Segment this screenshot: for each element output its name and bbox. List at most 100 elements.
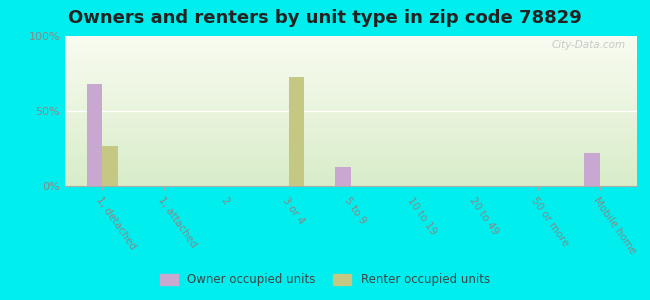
Bar [65, 172, 637, 174]
Bar [65, 66, 637, 68]
Bar [65, 152, 637, 153]
Bar [65, 164, 637, 165]
Bar [65, 124, 637, 126]
Legend: Owner occupied units, Renter occupied units: Owner occupied units, Renter occupied un… [155, 269, 495, 291]
Bar [65, 64, 637, 66]
Bar [65, 183, 637, 184]
Bar [65, 46, 637, 48]
Bar [65, 36, 637, 38]
Bar [65, 135, 637, 136]
Bar [65, 156, 637, 158]
Bar [65, 177, 637, 178]
Bar [65, 45, 637, 46]
Text: City-Data.com: City-Data.com [551, 40, 625, 50]
Bar [65, 106, 637, 108]
Bar [65, 182, 637, 183]
Bar [65, 84, 637, 86]
Bar [65, 81, 637, 82]
Bar [65, 176, 637, 177]
Bar [65, 103, 637, 105]
Bar [65, 51, 637, 52]
Bar [65, 168, 637, 170]
Bar [65, 100, 637, 102]
Bar [65, 130, 637, 132]
Bar [102, 146, 118, 186]
Bar [65, 75, 637, 76]
Bar [65, 76, 637, 78]
Bar [65, 85, 637, 87]
Bar [65, 154, 637, 156]
Bar [65, 159, 637, 160]
Bar [65, 129, 637, 130]
Bar [65, 165, 637, 166]
Bar [65, 40, 637, 42]
Bar [65, 78, 637, 80]
Bar [65, 148, 637, 150]
Bar [65, 48, 637, 50]
Bar [65, 58, 637, 60]
Bar [65, 169, 637, 171]
Bar [65, 56, 637, 57]
Bar [65, 94, 637, 96]
Bar [65, 167, 637, 168]
Bar [65, 117, 637, 118]
Bar [65, 160, 637, 162]
Bar [65, 108, 637, 110]
Bar [65, 122, 637, 123]
Bar [65, 102, 637, 104]
Bar [65, 70, 637, 72]
Bar [65, 178, 637, 180]
Bar [65, 146, 637, 147]
Bar [65, 50, 637, 51]
Bar [289, 76, 304, 186]
Bar [86, 84, 102, 186]
Bar [65, 39, 637, 40]
Bar [65, 90, 637, 92]
Bar [65, 123, 637, 124]
Bar [65, 69, 637, 70]
Bar [65, 61, 637, 63]
Bar [65, 52, 637, 54]
Bar [65, 147, 637, 148]
Bar [65, 74, 637, 75]
Bar [65, 180, 637, 182]
Bar [584, 153, 600, 186]
Bar [65, 142, 637, 144]
Bar [65, 144, 637, 146]
Bar [65, 92, 637, 93]
Bar [65, 111, 637, 112]
Bar [65, 72, 637, 74]
Bar [65, 99, 637, 100]
Bar [65, 54, 637, 56]
Bar [65, 105, 637, 106]
Bar [65, 184, 637, 186]
Bar [65, 162, 637, 164]
Bar [65, 158, 637, 159]
Bar [65, 136, 637, 138]
Bar [65, 150, 637, 152]
Bar [65, 114, 637, 116]
Bar [65, 120, 637, 122]
Bar [65, 116, 637, 117]
Bar [65, 82, 637, 84]
Bar [65, 57, 637, 58]
Bar [65, 112, 637, 114]
Bar [65, 110, 637, 111]
Bar [65, 42, 637, 44]
Bar [65, 118, 637, 120]
Bar [65, 174, 637, 176]
Bar [65, 98, 637, 99]
Bar [65, 141, 637, 142]
Bar [65, 87, 637, 88]
Bar [65, 44, 637, 45]
Bar [65, 138, 637, 140]
Bar [65, 93, 637, 94]
Bar [65, 153, 637, 154]
Bar [65, 60, 637, 61]
Bar [65, 63, 637, 64]
Bar [65, 132, 637, 134]
Bar [65, 128, 637, 129]
Bar [65, 88, 637, 90]
Bar [65, 140, 637, 141]
Bar [65, 38, 637, 39]
